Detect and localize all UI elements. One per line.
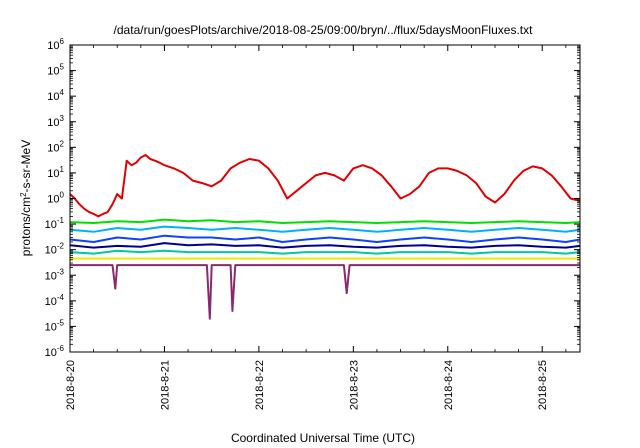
series-line-3: [69, 234, 581, 243]
y-tick-label: 10-4: [45, 293, 65, 308]
y-tick-label: 10-5: [45, 318, 65, 333]
y-tick-label: 100: [47, 191, 64, 206]
y-tick-label: 102: [47, 139, 64, 154]
x-tick-label: 2018-8-21: [159, 360, 171, 410]
x-tick-label: 2018-8-24: [443, 360, 455, 410]
y-axis-label-post: -s-sr-MeV: [19, 140, 33, 193]
series-line-4: [69, 242, 581, 249]
series-line-7: [70, 264, 580, 320]
chart-title: /data/run/goesPlots/archive/2018-08-25/0…: [114, 23, 534, 37]
y-tick-label: 104: [47, 88, 64, 103]
series-line-0: [69, 154, 581, 218]
y-tick-label: 105: [47, 63, 64, 78]
y-tick-label: 10-1: [45, 216, 65, 231]
x-axis: 2018-8-20 2018-8-21 2018-8-22 2018-8-23 2018…: [65, 45, 567, 410]
y-axis-label-pre: protons/cm: [19, 197, 33, 256]
series-line-1: [69, 218, 581, 224]
y-tick-label: 10-3: [45, 267, 65, 282]
x-tick-label: 2018-8-25: [537, 360, 549, 410]
x-tick-label: 2018-8-23: [348, 360, 360, 410]
y-axis: 10-6 10-5 10-4 10-3 10-2 10-1 100 101 102 103 104 1…: [45, 37, 580, 359]
y-tick-label: 103: [47, 114, 64, 129]
x-tick-label: 2018-8-22: [254, 360, 266, 410]
y-axis-label: protons/cm2-s-sr-MeV: [19, 140, 34, 256]
series-line-2: [69, 225, 581, 233]
series-layer: [69, 154, 581, 320]
series-line-5: [69, 249, 581, 255]
y-tick-label: 10-6: [45, 344, 65, 359]
y-tick-label: 10-2: [45, 242, 65, 257]
x-tick-label: 2018-8-20: [65, 360, 77, 410]
plot-frame: [69, 44, 581, 353]
x-axis-label: Coordinated Universal Time (UTC): [231, 431, 415, 445]
y-tick-label: 106: [47, 37, 64, 52]
y-tick-label: 101: [47, 165, 64, 180]
y-axis-label-sup: 2: [19, 192, 28, 197]
